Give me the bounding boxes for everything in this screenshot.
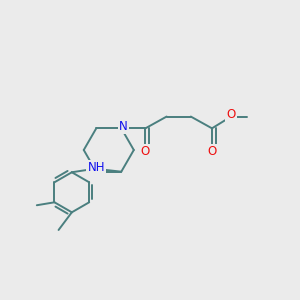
Text: O: O (226, 108, 236, 121)
Text: O: O (141, 145, 150, 158)
Text: O: O (207, 145, 217, 158)
Text: N: N (119, 120, 128, 133)
Text: NH: NH (88, 161, 105, 174)
